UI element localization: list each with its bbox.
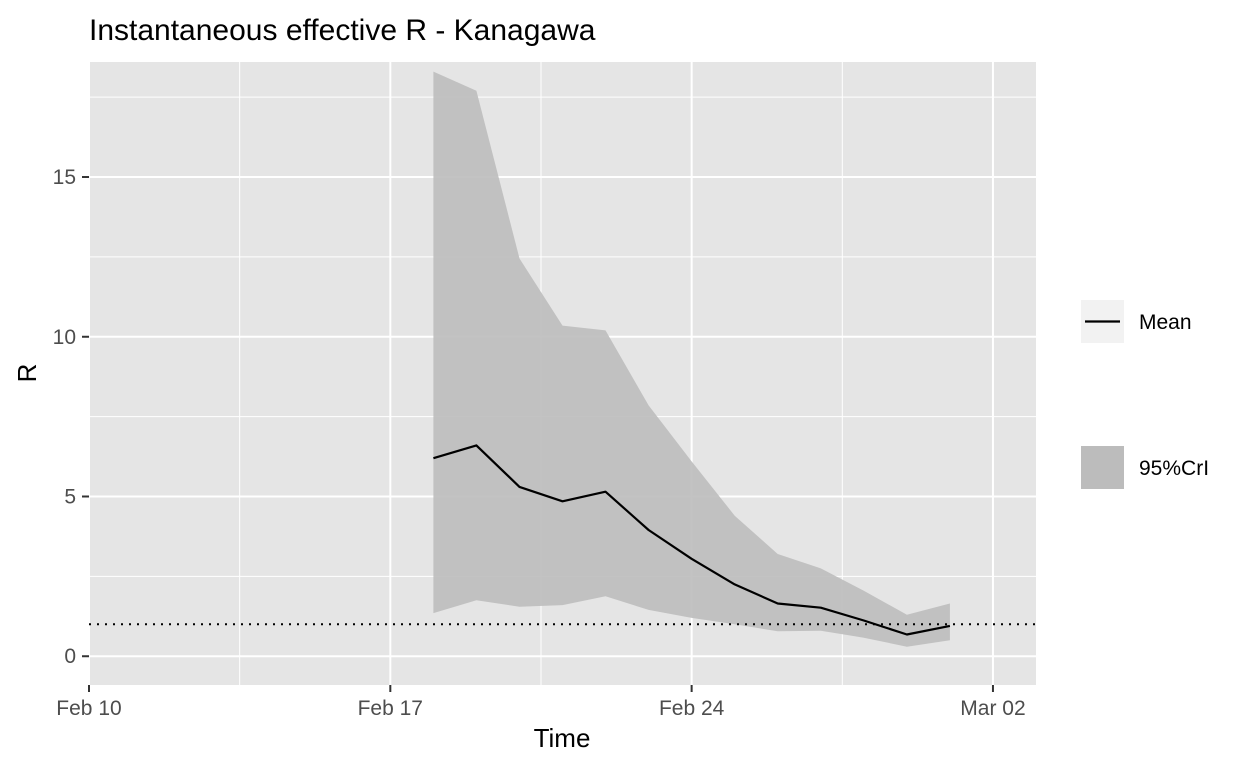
mean-line	[433, 444, 951, 636]
x-tick-label: Mar 02	[960, 697, 1025, 720]
y-tick-label: 10	[53, 326, 76, 349]
credible-interval-ribbon	[433, 71, 950, 647]
y-tick-label: 15	[53, 166, 76, 189]
y-tick-label: 0	[64, 645, 76, 668]
x-tick-label: Feb 24	[659, 697, 725, 720]
y-axis: 0 5 10 15	[53, 166, 89, 668]
legend-key-crl	[1081, 446, 1124, 489]
legend: Mean 95%CrI	[1081, 300, 1209, 489]
y-axis-label: R	[12, 364, 42, 383]
legend-label-mean: Mean	[1139, 311, 1192, 334]
x-axis-label: Time	[534, 723, 591, 753]
x-tick-label: Feb 10	[56, 697, 121, 720]
legend-label-crl: 95%CrI	[1139, 457, 1209, 480]
y-tick-label: 5	[64, 486, 76, 509]
x-tick-label: Feb 17	[358, 697, 423, 720]
chart-title: Instantaneous effective R - Kanagawa	[89, 14, 596, 47]
x-axis: Feb 10 Feb 17 Feb 24 Mar 02	[56, 685, 1026, 720]
